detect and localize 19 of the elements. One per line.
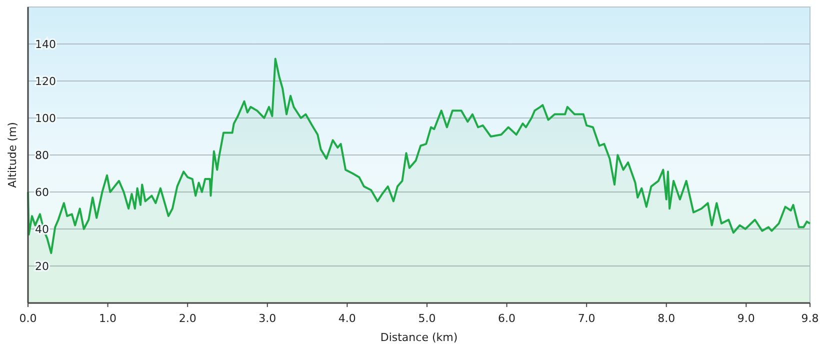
y-tick-label: 120 <box>35 74 56 88</box>
y-tick-label: 60 <box>35 186 49 199</box>
y-tick-label: 20 <box>35 260 49 273</box>
x-tick-label: 9.8 <box>801 312 819 325</box>
x-tick-label: 6.0 <box>498 312 516 325</box>
x-tick-label: 0.0 <box>19 312 37 325</box>
x-tick-label: 4.0 <box>338 312 356 325</box>
x-tick-label: 2.0 <box>178 312 196 325</box>
x-tick-label: 3.0 <box>258 312 276 325</box>
y-tick-label: 80 <box>35 148 49 162</box>
x-tick-label: 9.0 <box>737 312 755 325</box>
y-tick-label: 100 <box>35 112 56 125</box>
x-tick-label: 1.0 <box>99 312 117 325</box>
x-axis-title: Distance (km) <box>380 331 458 344</box>
x-tick-label: 8.0 <box>658 312 676 325</box>
y-tick-label: 140 <box>35 38 56 51</box>
y-axis-title: Altitude (m) <box>6 122 19 188</box>
x-tick-label: 5.0 <box>418 312 436 325</box>
x-tick-label: 7.0 <box>578 312 596 325</box>
